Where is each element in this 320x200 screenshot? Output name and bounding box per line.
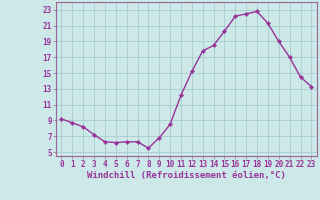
X-axis label: Windchill (Refroidissement éolien,°C): Windchill (Refroidissement éolien,°C) [87, 171, 286, 180]
